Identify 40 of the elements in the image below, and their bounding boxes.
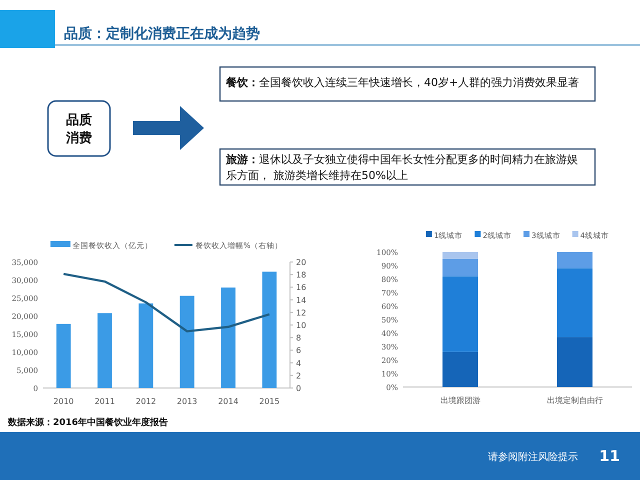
x-tick-label: 2015 — [259, 397, 280, 406]
y2-tick-label: 14 — [296, 296, 306, 305]
y2-tick-label: 8 — [296, 334, 302, 343]
x-tick-label: 出境跟团游 — [440, 396, 480, 405]
text: 旅游：退休以及子女独立使得中国年长女性分配更多的时间精力在旅游娱乐方面， 旅游类增长维持在50%以上 — [225, 153, 578, 182]
x-tick-label: 2012 — [136, 397, 156, 406]
bar — [442, 352, 478, 387]
text: 品质消费 — [65, 112, 92, 146]
text: 品质：定制化消费正在成为趋势 — [64, 25, 260, 42]
y2-tick-label: 4 — [296, 358, 302, 368]
x-tick-label: 出境定制自由行 — [546, 396, 603, 405]
bar — [442, 276, 478, 352]
bar — [557, 337, 592, 387]
y2-tick-label: 20 — [296, 258, 306, 267]
y2-tick-label: 6 — [296, 346, 302, 356]
bar — [180, 296, 194, 388]
y2-tick-label: 16 — [296, 283, 306, 292]
line-series — [62, 272, 271, 332]
bar — [56, 324, 71, 388]
bar — [262, 272, 277, 388]
bar — [442, 252, 478, 259]
y2-tick-label: 2 — [296, 371, 302, 380]
y2-tick-label: 18 — [296, 270, 306, 280]
bar — [98, 313, 112, 388]
text: 请参阅附注风险提示 — [488, 451, 578, 463]
bar — [221, 288, 236, 388]
source-note: 数据来源：2016年中国餐饮业年度报告 — [7, 417, 168, 428]
text: 餐饮：全国餐饮收入连续三年快速增长，40岁+人群的强力消费效果显著 — [225, 76, 580, 89]
bar — [557, 268, 592, 338]
y2-tick-label: 12 — [296, 308, 306, 318]
bar — [138, 303, 154, 388]
y2-tick-label: 10 — [296, 321, 306, 330]
x-tick-label: 2010 — [53, 397, 74, 406]
text: 11 — [599, 447, 620, 465]
y2-tick-label: 0 — [296, 384, 302, 393]
bar — [557, 252, 592, 268]
bar — [442, 258, 478, 276]
x-tick-label: 2011 — [94, 397, 115, 406]
x-tick-label: 2014 — [218, 397, 238, 406]
x-tick-label: 2013 — [176, 397, 198, 406]
